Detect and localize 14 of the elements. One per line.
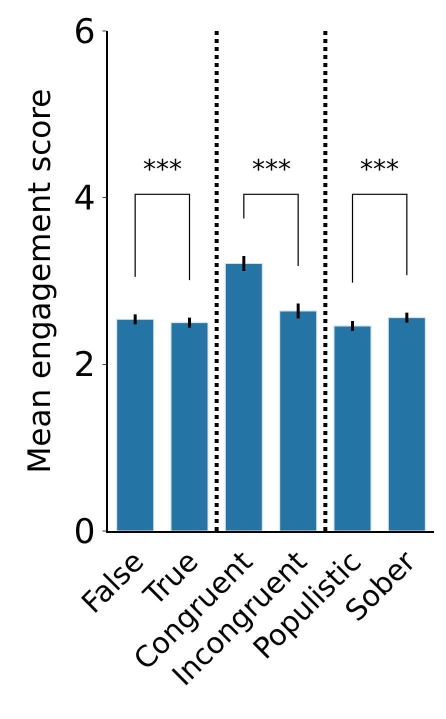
bar <box>224 263 263 531</box>
y-tick-label: 4 <box>74 178 96 219</box>
y-tick-label: 2 <box>74 345 96 386</box>
bar <box>334 326 372 531</box>
bar <box>116 318 154 531</box>
y-tick-label: 6 <box>74 12 96 52</box>
bar <box>170 322 208 531</box>
bar <box>279 310 318 531</box>
annotation: *** <box>360 155 399 185</box>
bar <box>388 317 426 531</box>
annotation: *** <box>252 155 291 185</box>
y-tick-label: 0 <box>74 512 96 552</box>
annotation: *** <box>143 155 182 185</box>
y-axis-title: Mean engagement score <box>22 88 58 474</box>
